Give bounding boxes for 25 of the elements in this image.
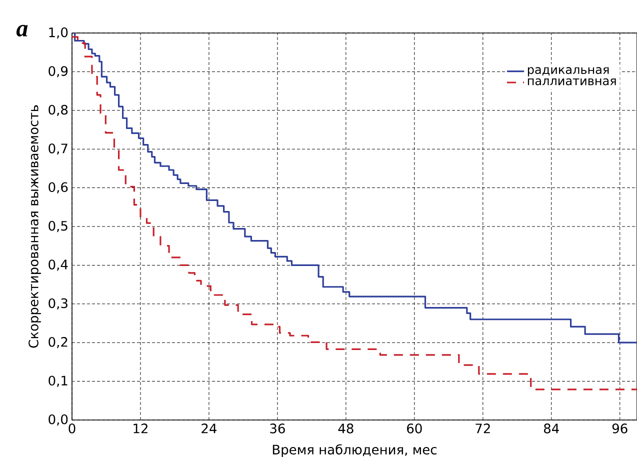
legend-label: радикальная	[528, 67, 609, 76]
text: a	[16, 24, 28, 36]
y-tick-label: 0,2	[48, 337, 68, 348]
y-tick-label: 0,4	[48, 260, 68, 271]
x-tick-label: 48	[338, 424, 354, 434]
y-tick-label: 0,0	[48, 414, 68, 426]
x-axis-title: Время наблюдения, мес	[272, 444, 436, 458]
x-tick-label: 0	[68, 424, 76, 434]
y-tick-label: 0,9	[48, 66, 68, 78]
x-tick-label: 24	[202, 424, 217, 434]
x-tick-label: 36	[270, 424, 285, 434]
legend-label: паллиативная	[528, 78, 616, 86]
y-tick-label: 0,8	[48, 104, 68, 116]
x-tick-label: 96	[612, 424, 628, 434]
y-tick-label: 0,5	[48, 220, 68, 232]
y-axis-title: Скорректированная выживаемость	[28, 105, 41, 348]
x-tick-label: 60	[407, 424, 422, 434]
y-tick-label: 0,6	[48, 182, 68, 194]
y-tick-label: 0,1	[48, 376, 68, 387]
y-tick-label: 1,0	[49, 27, 68, 39]
y-tick-label: 0,3	[48, 298, 68, 310]
x-tick-label: 12	[134, 424, 148, 434]
x-tick-label: 84	[544, 424, 559, 434]
x-tick-label: 72	[476, 424, 490, 434]
y-tick-label: 0,7	[48, 144, 68, 155]
